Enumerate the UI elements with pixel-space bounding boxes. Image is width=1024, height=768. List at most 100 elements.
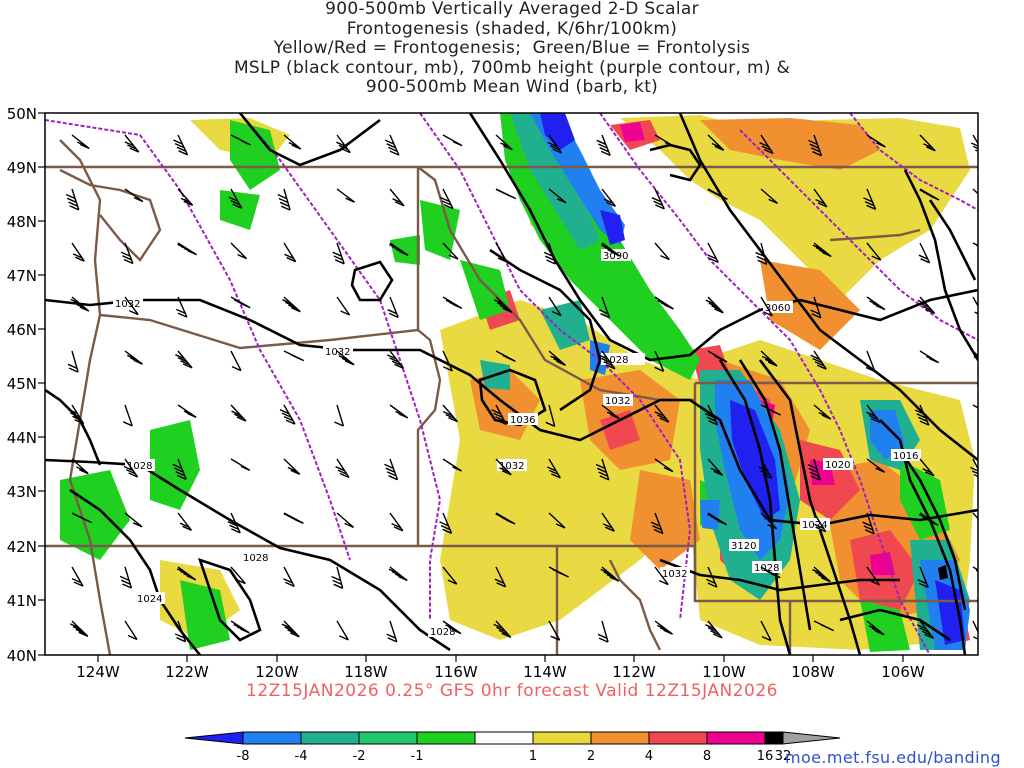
wind-barb <box>230 134 251 146</box>
wind-barb <box>866 404 881 424</box>
wind-barb <box>388 566 408 582</box>
svg-text:1036: 1036 <box>510 415 535 426</box>
svg-text:1024: 1024 <box>137 594 162 605</box>
wind-barb <box>277 188 291 211</box>
wind-barb <box>230 620 250 634</box>
wind-barb <box>866 620 885 636</box>
wind-barb <box>916 620 935 639</box>
mslp-label: 1028 <box>125 459 155 472</box>
svg-text:3090: 3090 <box>603 251 628 262</box>
mslp-label: 1024 <box>135 592 165 605</box>
mslp-label: 1032 <box>603 394 633 407</box>
svg-text:3060: 3060 <box>765 303 790 314</box>
wind-barb <box>707 134 725 151</box>
wind-barb <box>866 134 886 148</box>
title-line-5: 900-500mb Mean Wind (barb, kt) <box>365 77 659 97</box>
wind-barb <box>759 134 774 155</box>
lat-label: 42N <box>7 538 37 556</box>
lat-label: 45N <box>7 375 37 393</box>
wind-barb <box>600 566 620 582</box>
svg-text:1032: 1032 <box>325 347 350 358</box>
wind-barb <box>175 350 193 369</box>
wind-barb <box>547 134 563 154</box>
wind-barb <box>281 620 300 638</box>
wind-barb <box>386 350 405 369</box>
wind-barb <box>548 512 566 529</box>
wind-barb <box>494 566 507 588</box>
title-line-3: Yellow/Red = Frontogenesis; Green/Blue =… <box>273 38 751 58</box>
map-frame <box>44 112 979 656</box>
wind-barb <box>172 458 187 481</box>
wind-barb <box>230 458 251 471</box>
wind-barb <box>548 566 569 578</box>
wind-barb <box>813 512 827 533</box>
wind-barb <box>282 296 301 313</box>
wind-barb <box>862 512 875 535</box>
colorbar-label: 32 <box>775 749 792 764</box>
colorbar-label: 2 <box>587 749 595 764</box>
wa-or-border <box>99 313 419 350</box>
colorbar-swatch <box>648 731 708 745</box>
wind-barb <box>813 404 832 420</box>
svg-text:1016: 1016 <box>893 451 918 462</box>
lon-label: 114W <box>523 663 567 681</box>
wind-barb <box>807 458 821 481</box>
wind-barb <box>495 188 517 200</box>
wind-barb <box>703 404 719 426</box>
wind-barb <box>173 134 189 156</box>
wind-barb <box>119 566 133 589</box>
title-line-4: MSLP (black contour, mb), 700mb height (… <box>233 57 791 78</box>
height-label: 3120 <box>729 539 759 552</box>
frontogenesis-shading <box>60 113 975 652</box>
wind-barb <box>71 242 85 262</box>
svg-text:3120: 3120 <box>731 541 756 552</box>
wind-barb <box>495 458 512 476</box>
colorbar-swatch <box>184 731 244 745</box>
wind-barb <box>442 458 462 472</box>
colorbar-swatch <box>358 731 418 745</box>
wind-barb <box>440 188 454 210</box>
mslp-label: 1032 <box>113 297 143 310</box>
wind-barb <box>389 242 409 256</box>
height-label: 3090 <box>601 249 631 262</box>
lon-label: 116W <box>434 663 478 681</box>
colorbar-swatch <box>590 731 650 745</box>
wind-barb <box>755 242 768 265</box>
wind-barb <box>707 458 724 476</box>
wind-barb <box>972 296 978 315</box>
wind-barb <box>336 296 351 316</box>
valid-time: 12Z15JAN2026 0.25° GFS 0hr forecast Vali… <box>246 681 778 701</box>
wind-barb <box>491 404 507 426</box>
wind-barb <box>283 242 297 263</box>
wind-barb <box>706 566 718 588</box>
wind-barb <box>810 350 827 370</box>
wind-barb <box>919 350 940 364</box>
wind-barb <box>601 512 615 532</box>
mslp-label: 1028 <box>428 625 458 638</box>
wind-barb <box>866 296 886 311</box>
wind-barb <box>760 620 772 642</box>
lat-label: 46N <box>7 321 37 339</box>
wind-barb <box>917 296 936 314</box>
credit-link[interactable]: moe.met.fsu.edu/banding <box>785 748 1002 767</box>
wind-barb <box>654 566 669 586</box>
wind-barb <box>760 188 779 205</box>
wind-barb <box>866 566 881 586</box>
wind-barb <box>336 188 356 203</box>
wind-barb <box>919 512 939 526</box>
wind-barb <box>69 620 89 637</box>
svg-text:1028: 1028 <box>603 355 628 366</box>
wind-barb <box>548 620 561 641</box>
wind-barb <box>813 620 835 632</box>
wind-barb <box>495 350 516 362</box>
wind-barb <box>597 620 609 643</box>
wind-barb <box>442 350 453 372</box>
colorbar-swatch <box>532 731 592 745</box>
wind-barb <box>389 512 404 532</box>
svg-text:1032: 1032 <box>605 396 630 407</box>
wind-barb <box>386 620 398 643</box>
lon-label: 106W <box>881 663 925 681</box>
wind-barb <box>71 512 93 524</box>
mslp-label: 1032 <box>660 567 690 580</box>
wind-barb <box>917 566 929 589</box>
